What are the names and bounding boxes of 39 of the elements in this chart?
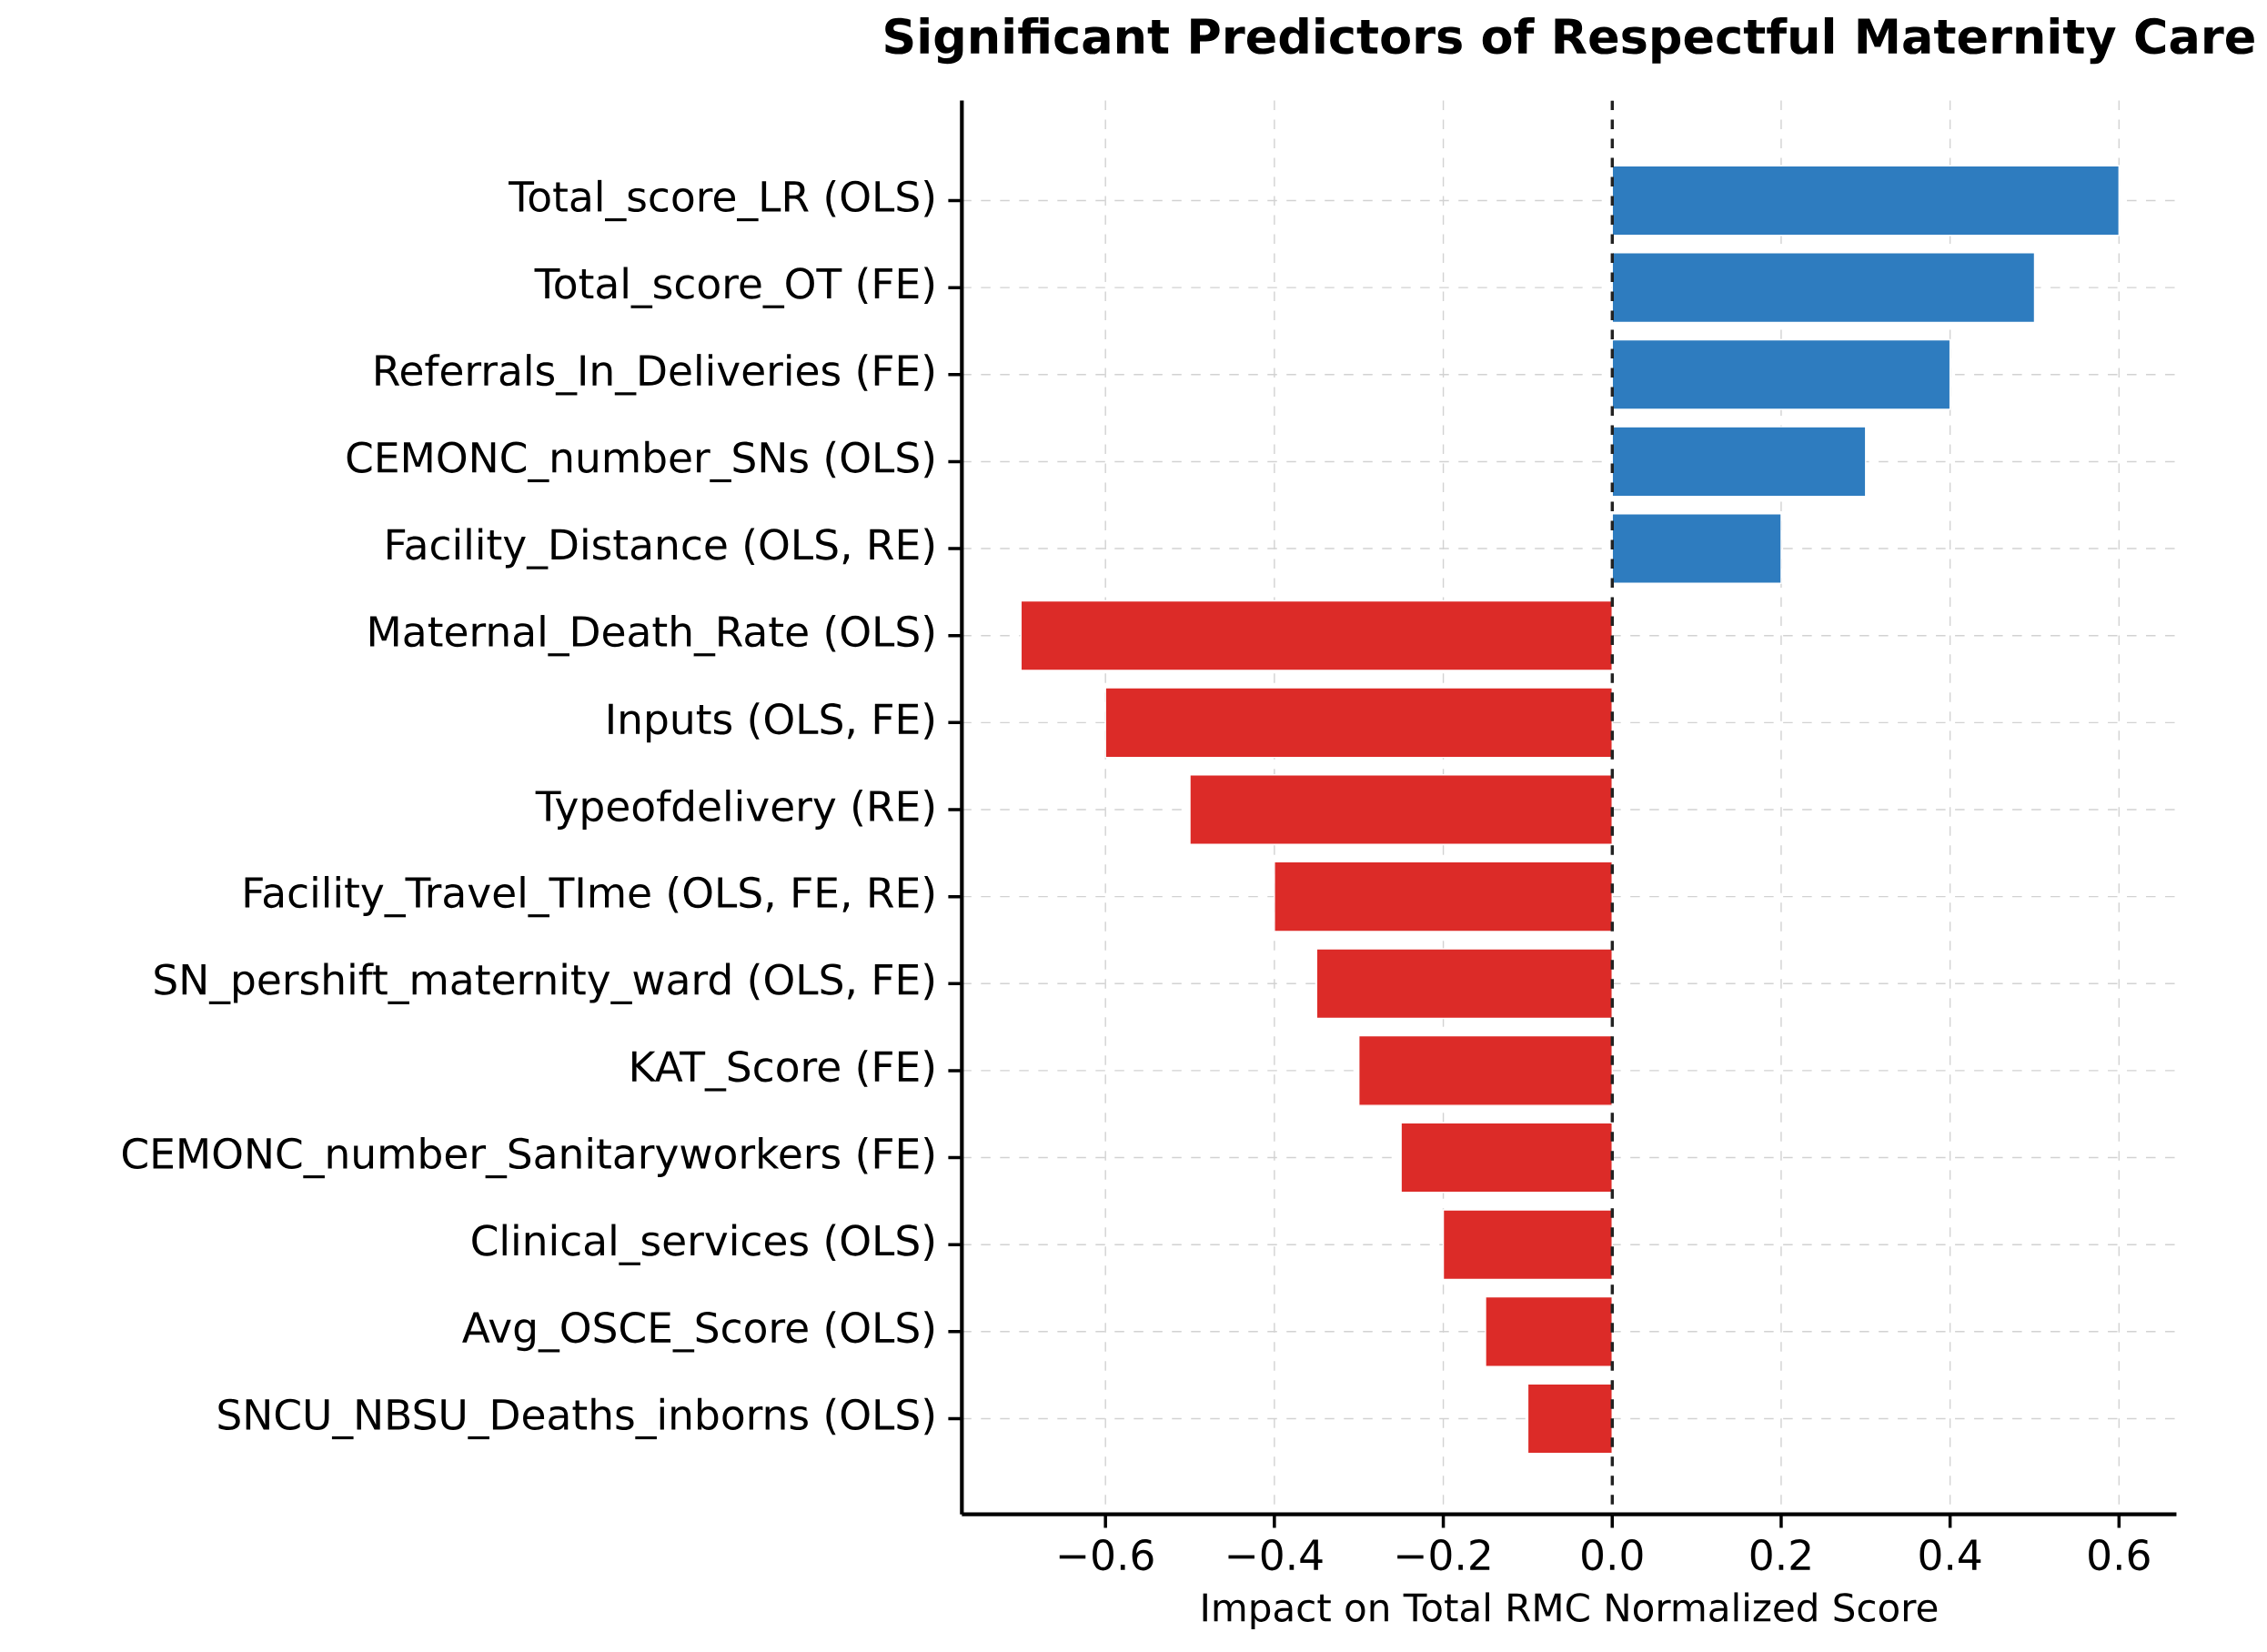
bar: [1358, 1034, 1613, 1106]
bar: [1611, 252, 2036, 324]
bar: [1020, 599, 1613, 671]
x-tick-label: −0.2: [1397, 1538, 1490, 1571]
bar: [1104, 687, 1613, 759]
chart-title: Significant Predictors of Respectful Maternity Care: [885, 16, 2254, 65]
bar: [1442, 1209, 1613, 1281]
x-tick-label: 0.0: [1582, 1538, 1643, 1571]
bar: [1274, 861, 1613, 932]
x-tick-label: 0.2: [1750, 1538, 1810, 1571]
y-tick-label: CEMONC_number_Sanitaryworkers (FE): [122, 1136, 934, 1179]
y-tick-label: KAT_Score (FE): [632, 1050, 934, 1092]
bar: [1526, 1383, 1613, 1455]
bar: [1400, 1122, 1613, 1194]
x-tick-label: −0.4: [1228, 1538, 1323, 1571]
bar: [1315, 948, 1613, 1020]
bar: [1611, 165, 2121, 237]
y-tick-label: Maternal_Death_Rate (OLS): [369, 615, 934, 657]
x-tick-label: 0.6: [2089, 1538, 2150, 1571]
x-tick-label: 0.4: [1919, 1538, 1981, 1571]
y-tick-label: CEMONC_number_SNs (OLS): [347, 440, 934, 483]
x-tick-label: −0.6: [1059, 1538, 1154, 1571]
y-tick-label: Total_score_LR (OLS): [509, 179, 934, 222]
bar: [1189, 774, 1613, 845]
y-tick-label: Avg_OSCE_Score (OLS): [462, 1311, 934, 1353]
y-tick-label: SNCU_NBSU_Deaths_inborns (OLS): [218, 1397, 934, 1440]
y-tick-label: Clinical_services (OLS): [472, 1224, 934, 1265]
bar: [1611, 426, 1867, 498]
y-tick-label: Facility_Travel_TIme (OLS, FE, RE): [245, 875, 934, 918]
y-tick-label: Referrals_In_Deliveries (FE): [376, 354, 934, 396]
bar: [1611, 513, 1782, 585]
x-axis-title: Impact on Total RMC Normalized Score: [1203, 1592, 1938, 1630]
y-tick-label: SN_pershift_maternity_ward (OLS, FE): [155, 962, 934, 1004]
y-tick-label: Facility_Distance (OLS, RE): [388, 528, 934, 569]
y-tick-label: Total_score_OT (FE): [534, 267, 934, 308]
y-tick-label: Typeofdelivery (RE): [535, 789, 934, 830]
bar: [1485, 1295, 1613, 1367]
y-tick-label: Inputs (OLS, FE): [609, 702, 934, 743]
bar: [1611, 338, 1951, 410]
